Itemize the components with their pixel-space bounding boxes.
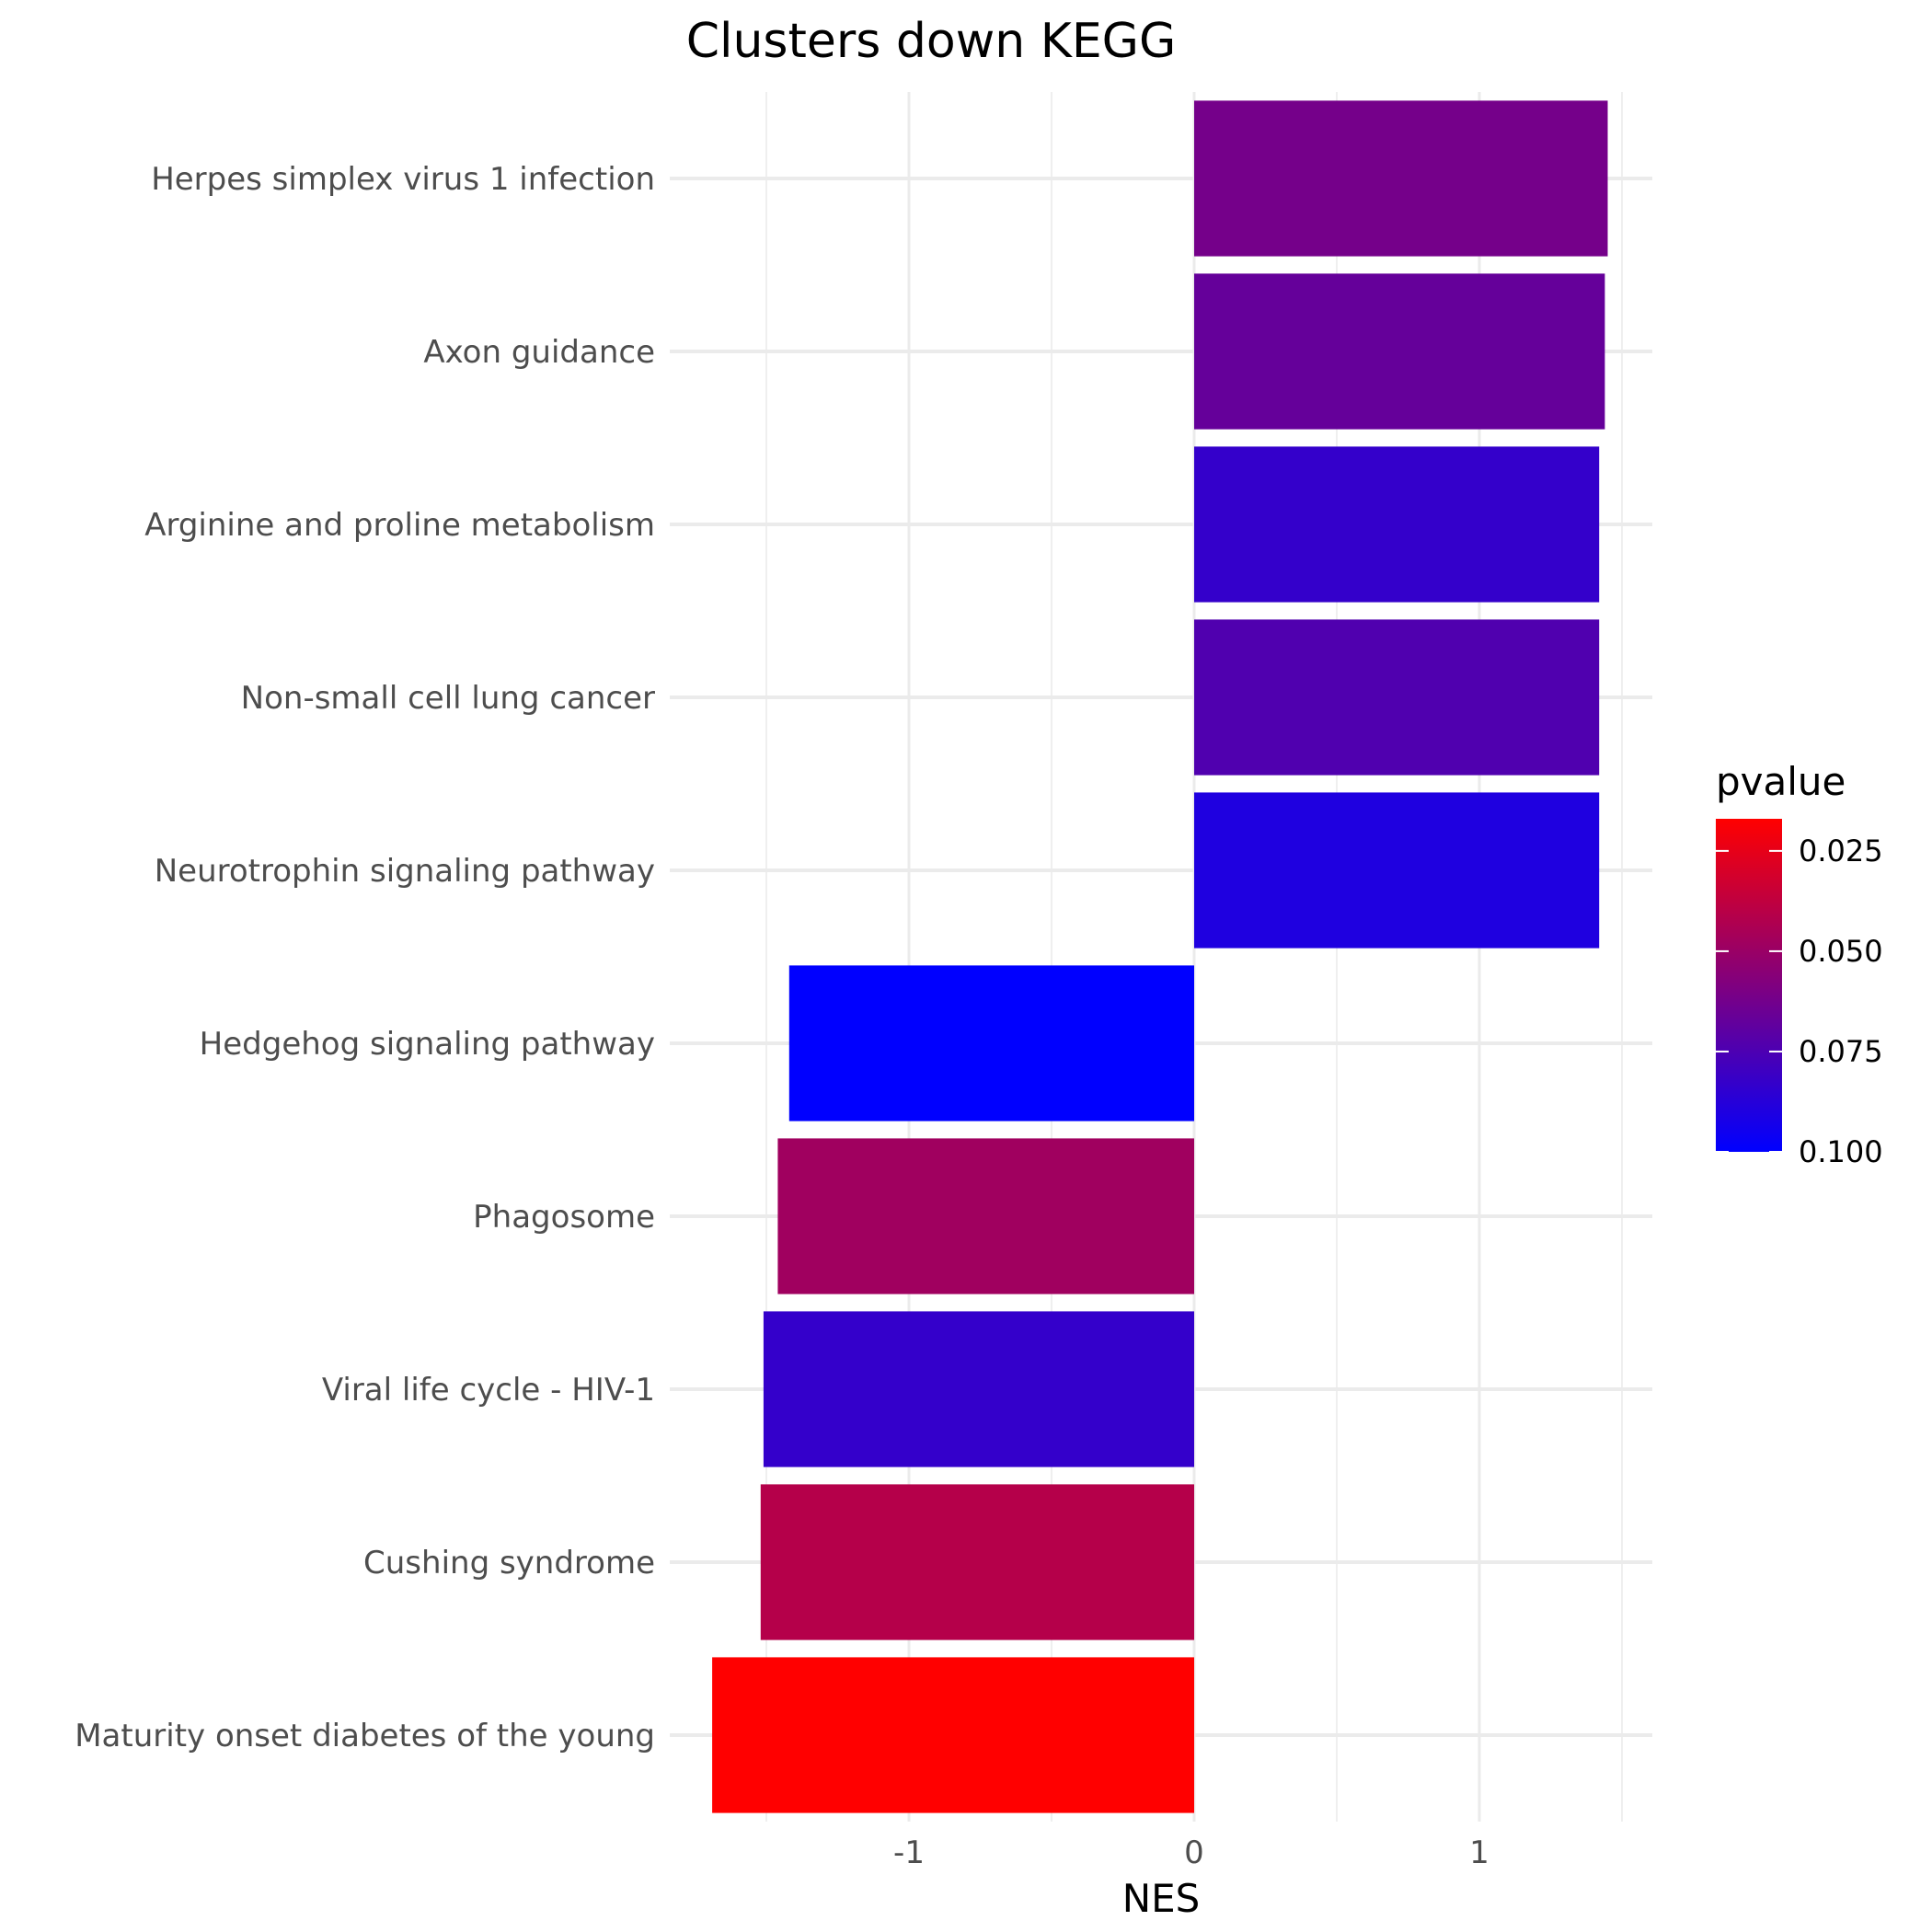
legend-tick-label: 0.050 (1799, 934, 1883, 969)
x-tick-labels: -1 0 1 (893, 1834, 1489, 1871)
x-tick-label: -1 (893, 1834, 925, 1871)
legend-colorbar (1716, 819, 1782, 1152)
legend-title: pvalue (1716, 759, 1846, 804)
legend-ticks: 0.025 0.050 0.075 0.100 (1716, 834, 1883, 1169)
bar-neurotrophin-signaling-pathway (1194, 792, 1600, 949)
category-labels: Herpes simplex virus 1 infection Axon gui… (75, 161, 655, 1754)
x-axis-title: NES (1122, 1876, 1201, 1921)
bar-maturity-onset-diabetes-of-the-young (712, 1657, 1194, 1813)
legend-tick-label: 0.100 (1799, 1134, 1883, 1169)
bar-phagosome (777, 1138, 1194, 1294)
x-tick-label: 1 (1469, 1834, 1489, 1871)
category-label: Hedgehog signaling pathway (200, 1026, 655, 1063)
bar-hedgehog-signaling-pathway (788, 965, 1194, 1121)
bar-cushing-syndrome (760, 1484, 1194, 1640)
bar-axon-guidance (1194, 273, 1605, 430)
legend-tick-label: 0.075 (1799, 1034, 1883, 1069)
x-tick-label: 0 (1184, 1834, 1204, 1871)
category-label: Phagosome (473, 1199, 655, 1236)
bar-arginine-and-proline-metabolism (1194, 446, 1600, 603)
category-label: Axon guidance (423, 334, 655, 371)
bar-non-small-cell-lung-cancer (1194, 619, 1600, 776)
category-label: Viral life cycle - HIV-1 (322, 1372, 655, 1409)
color-legend: pvalue 0.025 0.050 0.075 0.100 (1716, 759, 1883, 1169)
category-label: Cushing syndrome (363, 1545, 655, 1581)
category-label: Non-small cell lung cancer (241, 680, 655, 717)
category-label: Arginine and proline metabolism (144, 507, 655, 544)
legend-tick-label: 0.025 (1799, 834, 1883, 868)
bar-herpes-simplex-virus-1-infection (1194, 100, 1608, 257)
category-label: Herpes simplex virus 1 infection (151, 161, 655, 198)
bar-viral-life-cycle-hiv-1 (763, 1311, 1194, 1467)
bars (712, 100, 1608, 1813)
category-label: Neurotrophin signaling pathway (155, 853, 655, 890)
category-label: Maturity onset diabetes of the young (75, 1718, 655, 1754)
chart-title: Clusters down KEGG (686, 14, 1177, 69)
